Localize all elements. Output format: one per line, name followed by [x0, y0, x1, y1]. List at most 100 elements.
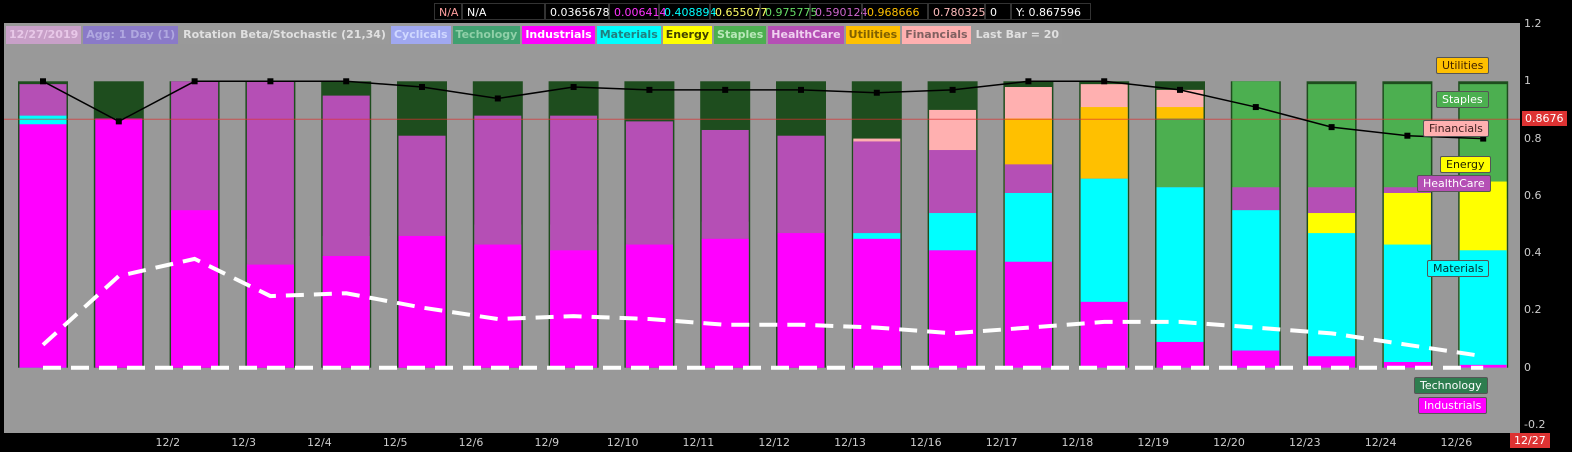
line-stochastic: [41, 256, 1484, 359]
bar-materials: [1383, 244, 1431, 368]
bar-industrials: [1080, 301, 1128, 368]
readout-cell: 0.0365678: [545, 3, 610, 20]
last-date-label: 12/27: [1510, 433, 1550, 448]
legend-item[interactable]: Staples: [714, 26, 767, 44]
line-marker: [191, 78, 198, 85]
x-tick-label: 12/4: [307, 436, 332, 449]
bar-industrials: [550, 250, 598, 368]
line-marker: [1404, 132, 1411, 139]
y-tick-label: 1.2: [1524, 17, 1542, 30]
x-tick-label: 12/26: [1440, 436, 1473, 449]
line-marker: [1328, 124, 1335, 131]
legend-item[interactable]: Financials: [902, 26, 971, 44]
legend-item[interactable]: Industrials: [522, 26, 595, 44]
bar-materials: [1232, 210, 1280, 368]
bar-industrials: [777, 233, 825, 368]
y-tick-label: 1: [1524, 74, 1531, 88]
legend-item[interactable]: Last Bar = 20: [972, 26, 1063, 44]
line-marker: [1101, 78, 1108, 85]
bar-industrials: [246, 264, 294, 368]
x-tick-label: 12/11: [682, 436, 715, 449]
readout-cell: 0.655077: [710, 3, 768, 20]
bar-industrials: [474, 244, 522, 368]
legend-item[interactable]: 12/27/2019: [6, 26, 82, 44]
legend-item[interactable]: HealthCare: [768, 26, 844, 44]
legend-bar: 12/27/2019 Agg: 1 Day (1) Rotation Beta/St…: [6, 26, 1063, 44]
x-tick-label: 12/10: [606, 436, 639, 449]
y-tick-label: 0.8: [1524, 131, 1542, 145]
readout-cell: 0.408894: [659, 3, 717, 20]
top-toolbar: N/A N/A 0.0365678 0.006414 0.408894 0.655077 0…: [0, 0, 1572, 22]
x-tick-label: 12/12: [758, 436, 791, 449]
line-marker: [1025, 78, 1032, 85]
line-beta: [42, 80, 1484, 140]
line-marker: [722, 86, 729, 93]
series-label-bubble: Industrials: [1418, 397, 1488, 414]
line-marker: [115, 118, 122, 125]
y-tick-label: 0.2: [1524, 303, 1542, 317]
readout-cell: 0.975775: [760, 3, 818, 20]
x-tick-label: 12/19: [1137, 436, 1170, 449]
bar-industrials: [929, 250, 977, 368]
bar-industrials: [19, 124, 67, 368]
readout-cell: 0.006414: [609, 3, 667, 20]
bar-industrials: [171, 210, 219, 368]
x-tick-label: 12/5: [382, 436, 408, 449]
y-tick-label: 0.4: [1524, 246, 1542, 260]
legend-item[interactable]: Agg: 1 Day (1): [83, 26, 179, 44]
x-tick-label: 12/2: [155, 436, 181, 449]
bar-industrials: [1004, 261, 1052, 368]
readout-cell: 0.590124: [810, 3, 868, 20]
x-tick-label: 12/6: [458, 436, 484, 449]
x-tick-label: 12/20: [1213, 436, 1245, 449]
bar-industrials: [1383, 361, 1431, 368]
bar-industrials: [398, 235, 446, 368]
line-marker: [949, 86, 956, 93]
legend-item[interactable]: Techology: [452, 26, 521, 44]
readout-cell: 0: [985, 3, 1011, 20]
legend-item[interactable]: Utilities: [845, 26, 901, 44]
x-tick-label: 12/13: [834, 436, 866, 449]
bar-industrials: [322, 256, 370, 368]
series-label-bubble: Technology: [1414, 377, 1488, 394]
line-marker: [798, 86, 804, 93]
readout-cell: 0.780325: [928, 3, 986, 20]
readout-cell: Y: 0.867596: [1011, 3, 1091, 20]
bar-industrials: [1232, 350, 1280, 368]
x-tick-label: 12/9: [534, 436, 560, 449]
bar-industrials: [701, 238, 749, 368]
series-label-bubble: Utilities: [1436, 57, 1490, 74]
line-marker: [267, 78, 274, 85]
x-tick-label: 12/16: [909, 436, 942, 449]
line-marker: [419, 84, 425, 91]
readout-cell: N/A: [434, 3, 462, 20]
legend-item[interactable]: Rotation Beta/Stochastic (21,34): [180, 26, 389, 44]
line-marker: [1480, 135, 1487, 142]
series-label-bubble: Staples: [1436, 91, 1489, 108]
line-marker: [343, 78, 350, 85]
line-marker: [646, 86, 653, 93]
x-tick-label: 12/23: [1288, 436, 1321, 449]
x-tick-label: 12/18: [1061, 436, 1094, 449]
x-tick-label: 12/17: [985, 436, 1018, 449]
line-marker: [570, 84, 577, 91]
series-label-bubble: HealthCare: [1417, 175, 1491, 192]
line-marker: [1252, 104, 1259, 111]
y-tick-label: 0: [1524, 360, 1531, 374]
readout-cell: 0.968666: [862, 3, 928, 20]
series-label-bubble: Materials: [1427, 260, 1490, 277]
y-tick-label: -0.2: [1524, 418, 1546, 431]
series-label-bubble: Energy: [1440, 156, 1491, 173]
legend-item[interactable]: Materials: [596, 26, 661, 44]
x-tick-label: 12/24: [1364, 436, 1397, 449]
bar-materials: [1156, 187, 1204, 368]
y-tick-label: 0.6: [1524, 188, 1542, 202]
current-value-label: 0.8676: [1522, 111, 1567, 126]
legend-item[interactable]: Energy: [662, 26, 713, 44]
bar-industrials: [1156, 341, 1204, 368]
line-marker: [873, 89, 880, 96]
legend-item[interactable]: Cyclicals: [390, 26, 451, 44]
x-tick-label: 12/3: [231, 436, 256, 449]
bar-industrials: [95, 118, 143, 368]
